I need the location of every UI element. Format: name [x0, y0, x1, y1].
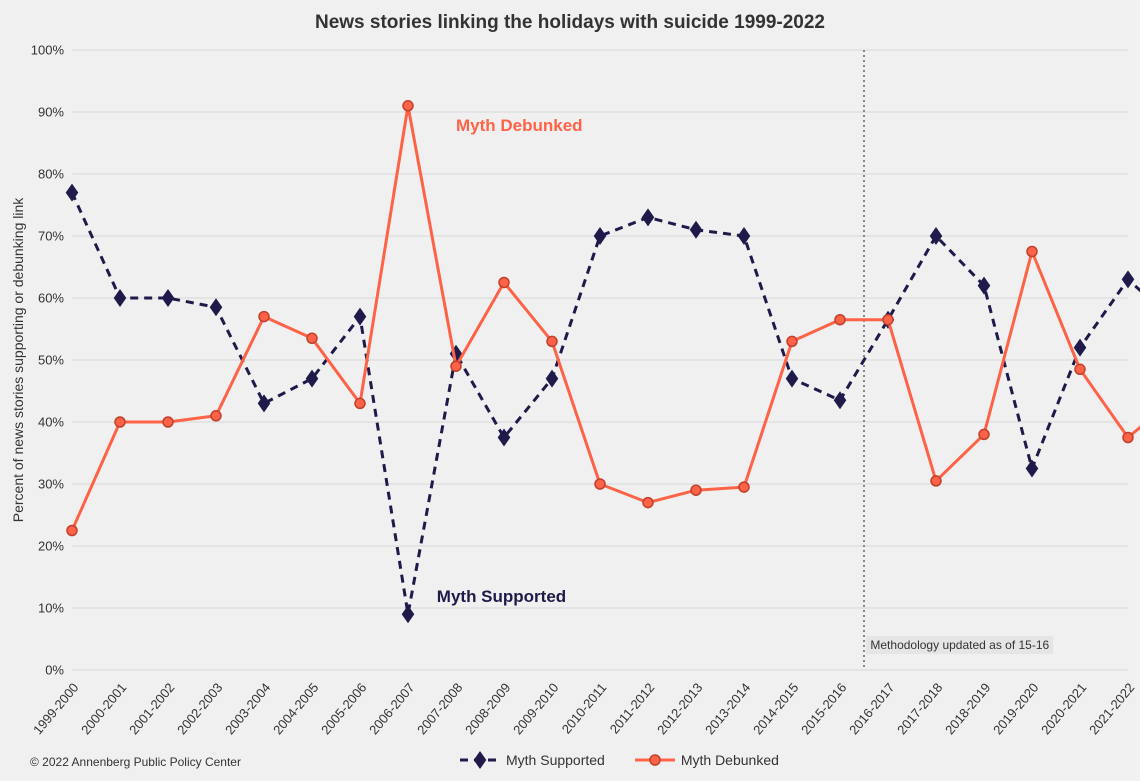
y-tick: 60%	[0, 291, 64, 306]
y-tick: 20%	[0, 539, 64, 554]
y-tick: 50%	[0, 353, 64, 368]
legend-swatch	[635, 751, 675, 769]
y-tick: 30%	[0, 477, 64, 492]
y-tick: 40%	[0, 415, 64, 430]
series-label-debunked: Myth Debunked	[456, 116, 583, 136]
copyright-text: © 2022 Annenberg Public Policy Center	[30, 755, 241, 769]
methodology-note: Methodology updated as of 15-16	[866, 636, 1053, 654]
legend-label: Myth Supported	[506, 752, 605, 768]
y-tick: 100%	[0, 43, 64, 58]
chart-legend: Myth Supported Myth Debunked	[460, 751, 779, 769]
legend-item: Myth Debunked	[635, 751, 779, 769]
legend-item: Myth Supported	[460, 751, 605, 769]
chart-container: News stories linking the holidays with s…	[0, 0, 1140, 781]
legend-label: Myth Debunked	[681, 752, 779, 768]
series-label-supported: Myth Supported	[437, 587, 566, 607]
y-tick: 80%	[0, 167, 64, 182]
y-tick: 10%	[0, 601, 64, 616]
legend-swatch	[460, 751, 500, 769]
y-tick: 90%	[0, 105, 64, 120]
y-tick: 0%	[0, 663, 64, 678]
y-tick: 70%	[0, 229, 64, 244]
